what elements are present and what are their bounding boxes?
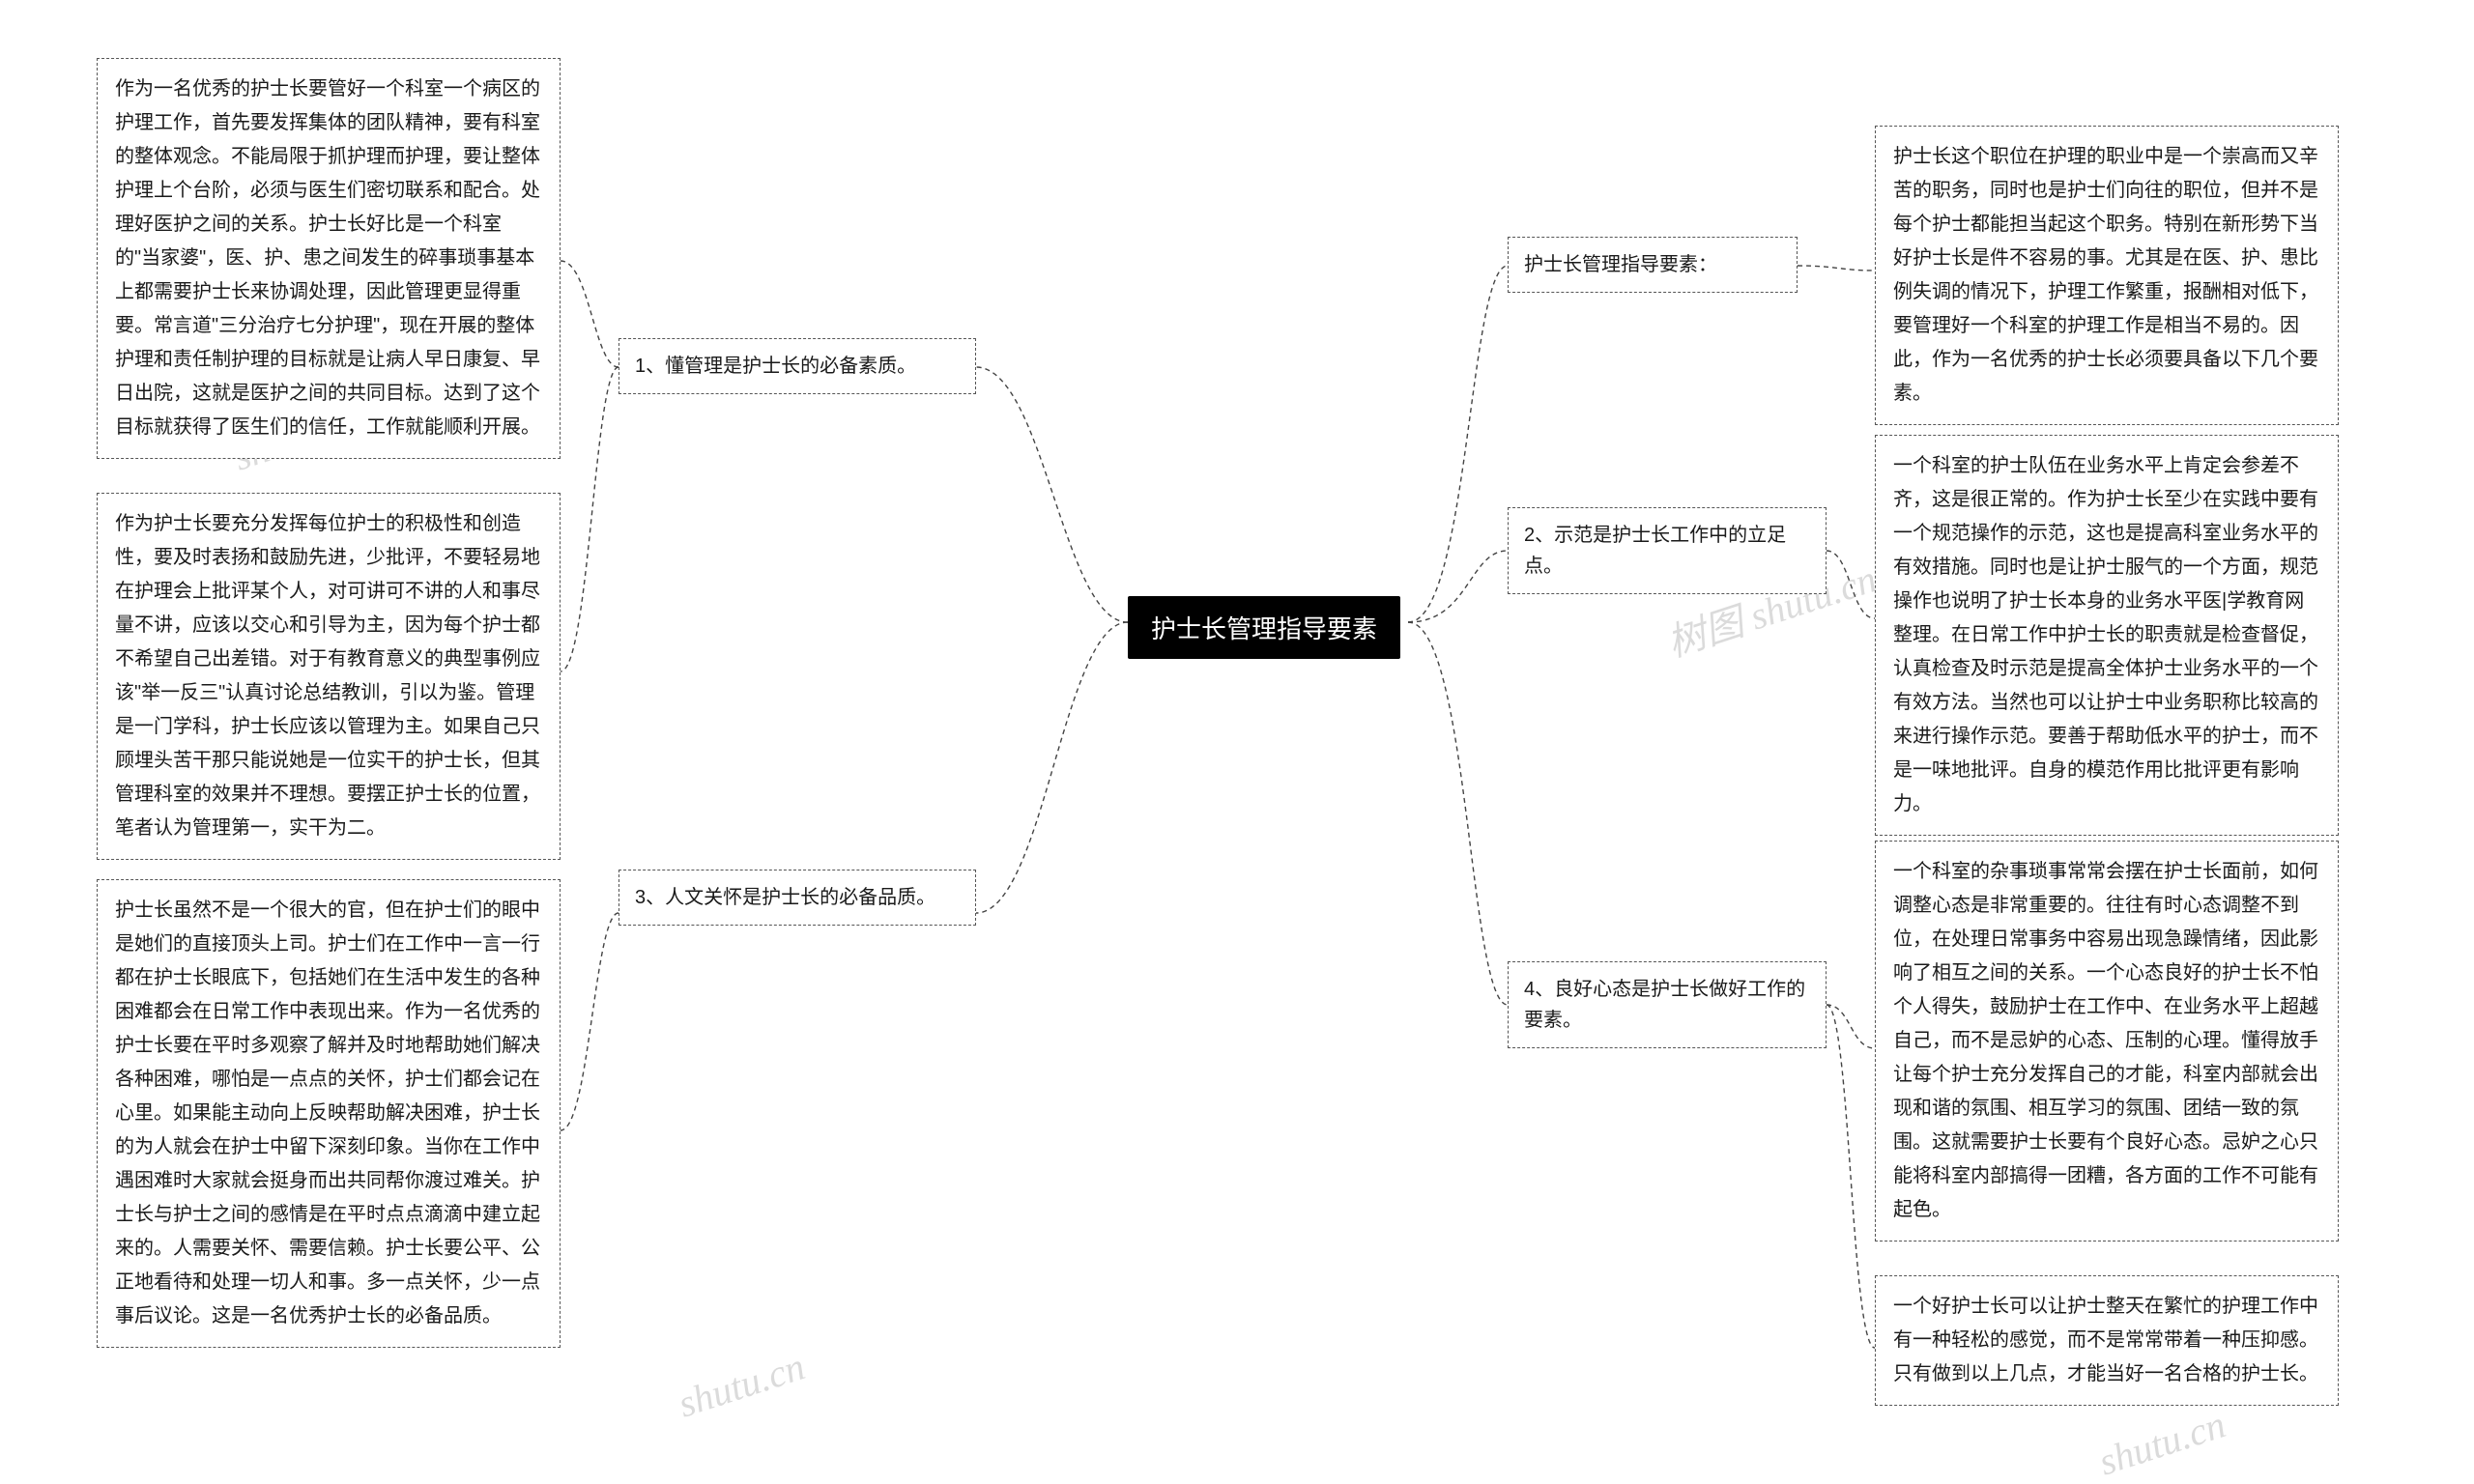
left-detail-1: 作为一名优秀的护士长要管好一个科室一个病区的护理工作，首先要发挥集体的团队精神，… [97, 58, 561, 459]
right-label-2: 2、示范是护士长工作中的立足点。 [1508, 507, 1827, 594]
watermark: shutu.cn [673, 1343, 810, 1426]
right-detail-4b: 一个好护士长可以让护士整天在繁忙的护理工作中有一种轻松的感觉，而不是常常带着一种… [1875, 1275, 2339, 1406]
left-label-3: 3、人文关怀是护士长的必备品质。 [618, 870, 976, 926]
right-detail-0: 护士长这个职位在护理的职业中是一个崇高而又辛苦的职务，同时也是护士们向往的职位，… [1875, 126, 2339, 425]
left-label-1: 1、懂管理是护士长的必备素质。 [618, 338, 976, 394]
right-detail-4a: 一个科室的杂事琐事常常会摆在护士长面前，如何调整心态是非常重要的。往往有时心态调… [1875, 841, 2339, 1241]
center-node: 护士长管理指导要素 [1128, 596, 1400, 659]
mindmap-canvas: shutu.cn 树图 shutu.cn shutu.cn shutu.cn 护… [0, 0, 2474, 1484]
right-label-4: 4、良好心态是护士长做好工作的要素。 [1508, 961, 1827, 1048]
right-label-0: 护士长管理指导要素： [1508, 237, 1798, 293]
left-detail-3: 护士长虽然不是一个很大的官，但在护士们的眼中是她们的直接顶头上司。护士们在工作中… [97, 879, 561, 1348]
left-detail-1b: 作为护士长要充分发挥每位护士的积极性和创造性，要及时表扬和鼓励先进，少批评，不要… [97, 493, 561, 860]
watermark: shutu.cn [2093, 1401, 2230, 1484]
right-detail-2: 一个科室的护士队伍在业务水平上肯定会参差不齐，这是很正常的。作为护士长至少在实践… [1875, 435, 2339, 836]
